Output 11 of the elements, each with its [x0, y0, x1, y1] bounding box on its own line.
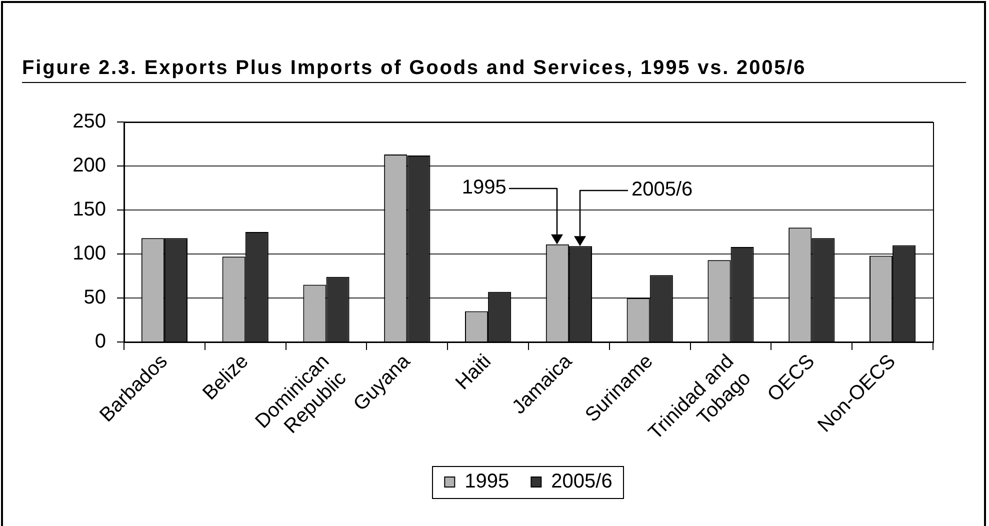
y-tick-label: 250 — [72, 110, 106, 133]
y-tick-label: 100 — [72, 242, 106, 265]
legend-label: 1995 — [464, 470, 510, 493]
annotation: 2005/6 — [631, 178, 693, 201]
y-tick-label: 200 — [72, 154, 106, 177]
y-tick-label: 50 — [84, 286, 106, 309]
legend-label: 2005/6 — [551, 470, 612, 493]
chart-title: Figure 2.3. Exports Plus Imports of Goods and Services, 1995 vs. 2005/6 — [22, 57, 966, 83]
y-tick-label: 0 — [94, 330, 106, 353]
y-tick-label: 150 — [72, 198, 106, 221]
annotation: 1995 — [462, 176, 506, 199]
